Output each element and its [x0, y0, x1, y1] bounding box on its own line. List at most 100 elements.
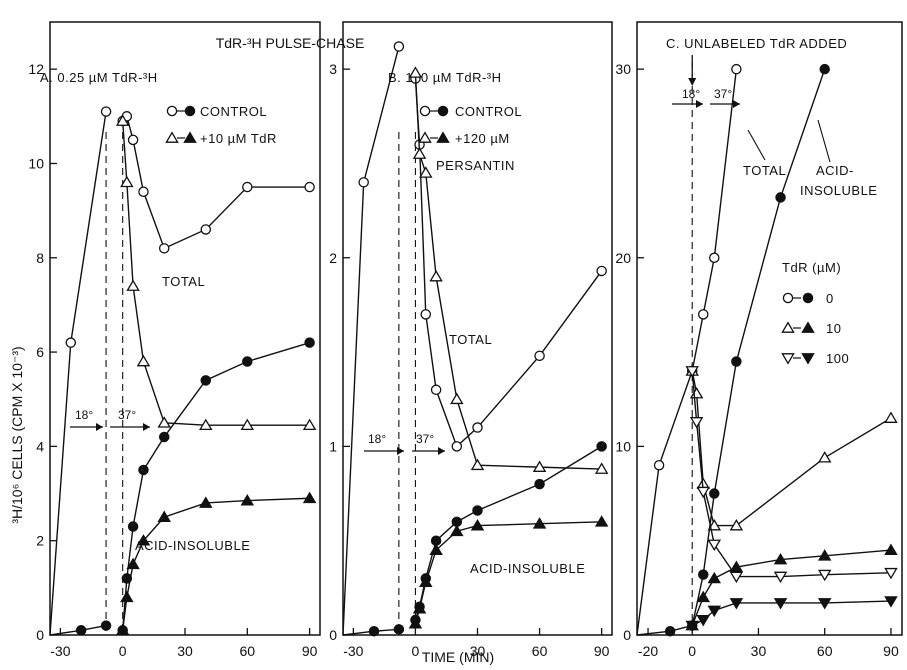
series-line-filled-circle [121, 341, 310, 631]
data-point-filled-down-triangle [773, 598, 788, 610]
data-point-filled-triangle [136, 534, 151, 546]
data-point-open-triangle [408, 66, 423, 78]
panel-c-legend-title: TdR (µM) [782, 260, 841, 275]
data-point-open-triangle [594, 462, 609, 474]
x-axis-label: TIME (MIN) [422, 649, 494, 665]
x-tick-label: -30 [50, 643, 70, 659]
panel-c-insoluble-label: INSOLUBLE [800, 183, 877, 198]
x-tick-label: 90 [594, 643, 610, 659]
panel-b-37-label: 37° [416, 432, 434, 446]
panel-a-total-label: TOTAL [162, 274, 205, 289]
data-point-filled-circle [242, 356, 253, 367]
data-point-open-triangle [884, 411, 898, 423]
data-point-filled-triangle [126, 557, 140, 570]
data-point-filled-triangle [884, 543, 898, 555]
data-point-filled-triangle [470, 519, 485, 531]
temp-arrow-18-head [96, 423, 103, 431]
series-line-filled-triangle [121, 497, 310, 631]
data-point-open-triangle [817, 451, 832, 463]
x-tick-label: 30 [751, 643, 767, 659]
temp-arrow-37-head [733, 100, 740, 108]
data-point-open-circle [65, 337, 77, 348]
data-point-open-down-triangle [689, 417, 704, 429]
series-line-open-circle [49, 111, 107, 636]
y-tick-label: 6 [36, 344, 44, 360]
panel-a-37-label: 37° [118, 408, 136, 422]
legend-marker-open-triangle [165, 131, 179, 143]
panel-b-18-label: 18° [368, 432, 386, 446]
temp-arrow-18-head [696, 100, 703, 108]
panel-b-total-label: TOTAL [449, 332, 492, 347]
data-point-open-circle [138, 186, 149, 198]
data-point-filled-circle [534, 478, 545, 490]
data-point-filled-triangle [532, 517, 547, 529]
data-point-filled-circle [596, 441, 607, 452]
data-point-filled-circle [368, 625, 380, 637]
legend-marker-filled-circle [184, 105, 196, 117]
x-tick-label: 60 [532, 643, 548, 659]
y-tick-label: 1 [329, 438, 337, 454]
data-point-filled-triangle [729, 560, 744, 572]
x-tick-label: 0 [688, 643, 696, 659]
panel-c-legend-10: 10 [826, 321, 841, 336]
data-point-open-triangle [419, 166, 433, 178]
panel-c: C. UNLABELED TdR ADDED TOTAL ACID- INSOL… [615, 21, 903, 659]
data-point-open-circle [158, 243, 170, 254]
y-tick-label: 10 [615, 438, 631, 454]
series-line-filled-circle [414, 445, 603, 621]
data-point-filled-down-triangle [729, 598, 744, 610]
x-tick-label: -30 [343, 643, 363, 659]
data-point-filled-triangle [240, 494, 255, 506]
legend-marker-filled-circle [437, 105, 449, 117]
data-point-filled-triangle [408, 617, 423, 629]
data-point-open-triangle [532, 460, 547, 472]
data-point-open-circle [731, 63, 742, 75]
panel-b: B. 100 µM TdR-³H CONTROL +120 µM PERSANTI… [329, 21, 613, 659]
panel-a-18-label: 18° [75, 408, 93, 422]
series-line-open-circle [414, 78, 603, 448]
y-tick-label: 12 [28, 61, 44, 77]
panel-c-legend-100: 100 [826, 351, 849, 366]
tdr-added-arrow-head [688, 78, 697, 86]
legend-marker-open-down-triangle [781, 353, 795, 365]
y-tick-label: 2 [36, 533, 44, 549]
acid-insoluble-pointer [817, 119, 831, 163]
series-line-filled-circle [636, 68, 826, 636]
y-tick-label: 3 [329, 61, 337, 77]
x-tick-label: 90 [302, 643, 318, 659]
panel-b-legend-control: CONTROL [455, 104, 522, 119]
data-point-filled-circle [472, 505, 483, 516]
x-tick-label: -20 [638, 643, 658, 659]
data-point-filled-down-triangle [817, 598, 832, 610]
legend-marker-filled-triangle [183, 131, 197, 143]
data-point-open-circle [420, 309, 432, 320]
data-point-open-triangle [707, 519, 722, 531]
series-line-open-circle [636, 69, 738, 636]
legend-marker-filled-circle [802, 292, 814, 304]
data-point-filled-circle [100, 620, 112, 631]
data-point-open-triangle [302, 418, 317, 431]
series-line-filled-triangle [691, 549, 892, 626]
data-point-open-triangle [470, 458, 485, 471]
data-point-open-circle [534, 350, 545, 362]
legend-marker-open-circle [419, 105, 431, 117]
data-point-open-triangle [199, 418, 213, 431]
panel-a: A. 0.25 µM TdR-³H CONTROL +10 µM TdR TOT… [28, 21, 321, 659]
data-point-filled-triangle [120, 590, 134, 603]
temp-arrow-37-head [438, 447, 445, 455]
data-point-open-triangle [412, 147, 427, 159]
data-point-open-down-triangle [884, 567, 898, 580]
legend-marker-filled-down-triangle [801, 353, 815, 365]
data-point-filled-triangle [707, 571, 722, 584]
legend-marker-open-circle [166, 105, 178, 117]
legend-marker-open-triangle [418, 131, 432, 143]
data-point-filled-circle [75, 625, 87, 636]
data-point-open-circle [698, 309, 709, 320]
data-point-open-circle [242, 181, 253, 193]
data-point-filled-down-triangle [884, 596, 898, 608]
data-point-open-circle [653, 459, 665, 471]
data-point-open-down-triangle [696, 486, 710, 499]
panel-a-legend: CONTROL +10 µM TdR [200, 104, 276, 146]
data-point-filled-triangle [817, 549, 832, 561]
